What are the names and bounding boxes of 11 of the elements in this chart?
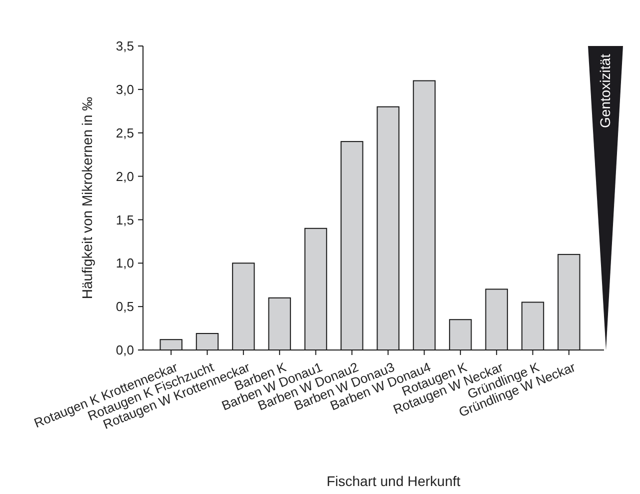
x-axis-title: Fischart und Herkunft bbox=[326, 473, 461, 489]
y-axis-title: Häufigkeit von Mikrokernen in ‰ bbox=[79, 96, 95, 300]
y-tick-label: 2,0 bbox=[116, 168, 134, 184]
y-tick-label: 2,5 bbox=[116, 125, 134, 140]
y-tick-label: 0,5 bbox=[116, 299, 134, 314]
y-tick-label: 1,0 bbox=[116, 256, 134, 271]
y-tick-label: 1,5 bbox=[116, 212, 134, 228]
y-tick-label: 3,5 bbox=[116, 38, 134, 54]
annotation: Gentoxizität bbox=[597, 54, 613, 128]
y-tick-label: 0,0 bbox=[116, 342, 134, 358]
y-tick-label: 3,0 bbox=[116, 82, 134, 97]
